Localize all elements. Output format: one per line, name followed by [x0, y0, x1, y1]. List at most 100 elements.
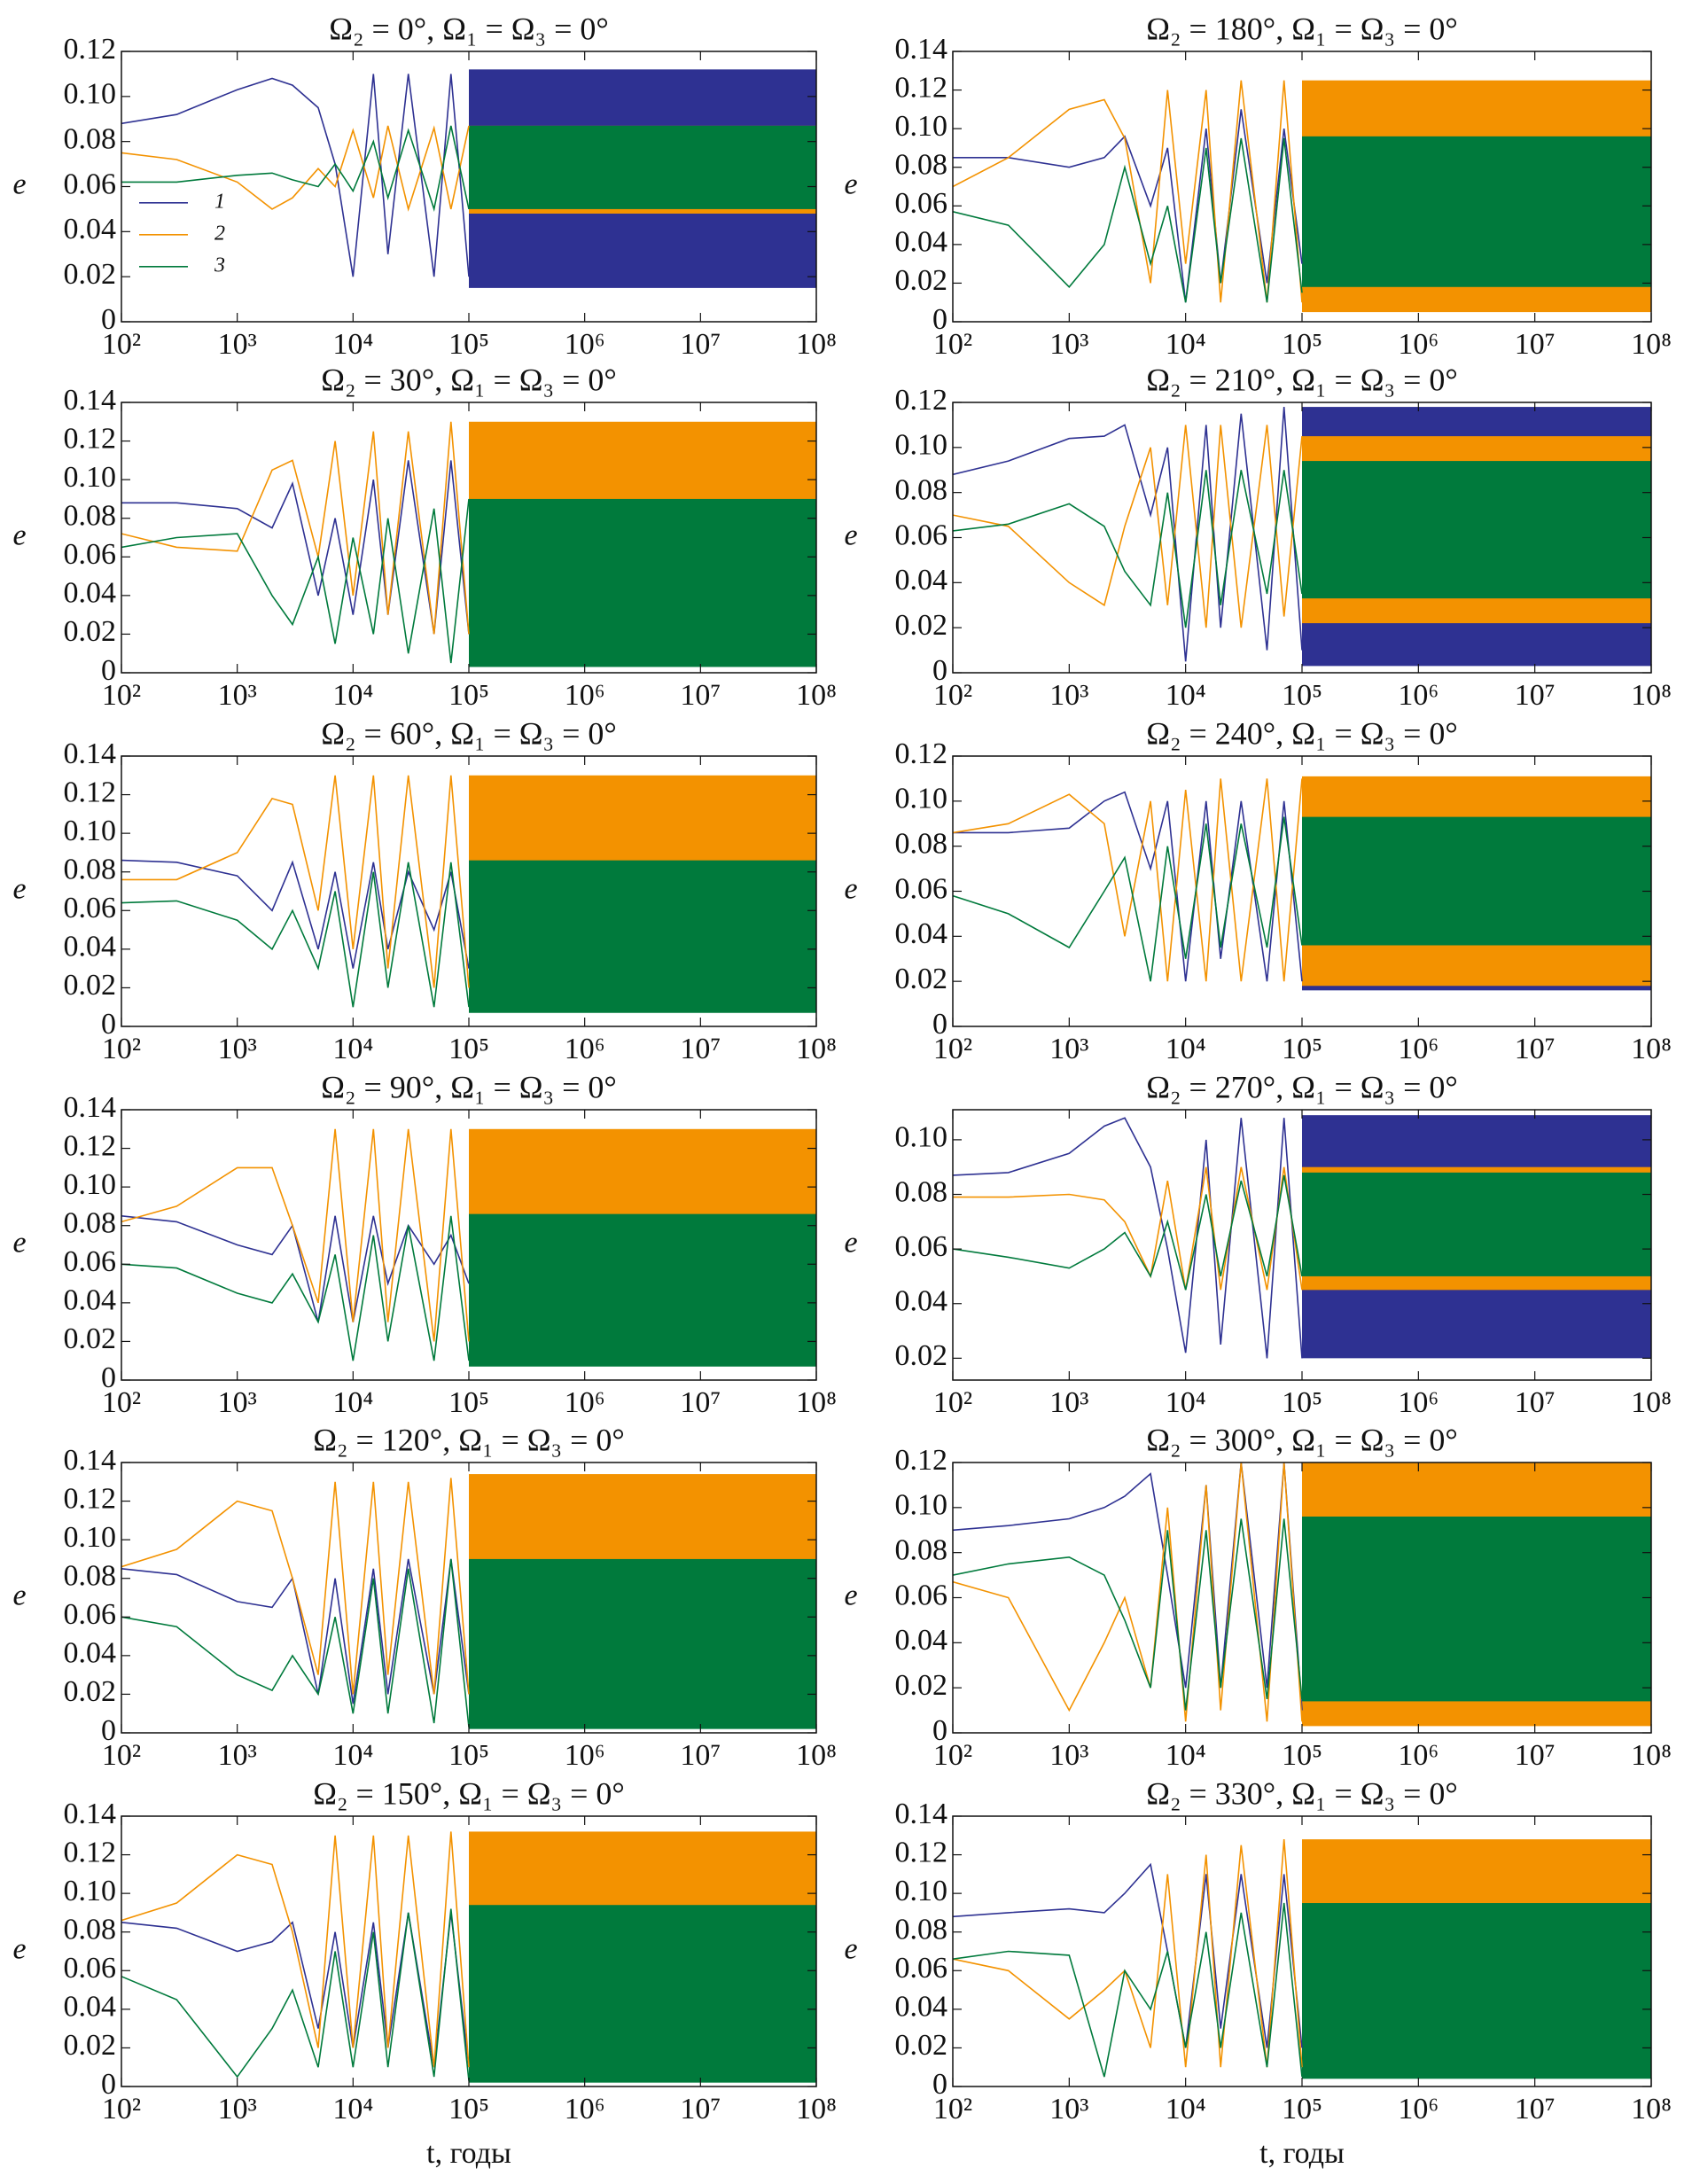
series-line — [953, 1174, 1303, 1291]
x-tick-label: 10⁸ — [796, 1739, 837, 1772]
plot-area — [121, 775, 816, 1013]
y-tick-label: 0.02 — [64, 969, 117, 1002]
y-tick-label: 0.02 — [895, 963, 948, 995]
y-tick-label: 0.04 — [64, 1637, 117, 1670]
x-tick-label: 10⁶ — [1398, 1386, 1439, 1419]
x-tick-label: 10⁶ — [565, 679, 605, 712]
x-tick-label: 10⁵ — [1282, 1386, 1322, 1419]
y-tick-label: 0.04 — [895, 1285, 948, 1318]
y-axis-label: e — [844, 1226, 857, 1259]
y-axis-label: e — [12, 519, 26, 551]
y-axis-label: e — [12, 872, 26, 905]
x-tick-label: 10³ — [1049, 1033, 1088, 1065]
y-tick-label: 0.12 — [895, 1836, 948, 1868]
series-line — [121, 1128, 470, 1342]
y-tick-label: 0.08 — [64, 122, 117, 155]
y-tick-label: 0.04 — [64, 577, 117, 610]
x-tick-label: 10⁴ — [1166, 1386, 1206, 1419]
x-tick-label: 10² — [102, 2093, 141, 2126]
oscillation-band — [469, 1905, 816, 2083]
panel: 0 0.02 0.04 0.06 0.08 0.10 0.12 0.14 10² 10³ 10⁴ 10… — [12, 1422, 836, 1772]
y-tick-label: 0.10 — [64, 815, 117, 847]
y-tick-label: 0.02 — [64, 1322, 117, 1355]
plot-area — [953, 776, 1651, 991]
chart-title: Ω₂ = 240°, Ω₁ = Ω₃ = 0° — [1146, 715, 1458, 751]
series-line — [953, 1117, 1303, 1359]
y-tick-label: 0.06 — [64, 1598, 117, 1631]
x-tick-label: 10³ — [218, 2093, 257, 2126]
y-tick-label: 0.02 — [64, 615, 117, 648]
x-tick-label: 10³ — [218, 1386, 257, 1419]
x-tick-label: 10⁴ — [332, 2093, 373, 2126]
x-tick-label: 10⁸ — [1631, 1033, 1672, 1065]
x-tick-label: 10⁶ — [1398, 1739, 1439, 1772]
chart-title: Ω₂ = 150°, Ω₁ = Ω₃ = 0° — [313, 1775, 625, 1811]
series-line — [121, 1215, 470, 1322]
series-line — [953, 137, 1303, 303]
x-tick-label: 10⁵ — [448, 1386, 489, 1419]
y-tick-label: 0.04 — [64, 931, 117, 963]
series-line — [953, 1166, 1303, 1291]
series-line — [121, 498, 470, 664]
oscillation-band — [1302, 1903, 1651, 2079]
series-line — [121, 1912, 470, 2068]
series-line — [953, 109, 1303, 303]
y-tick-label: 0.08 — [895, 1175, 948, 1208]
y-tick-label: 0.02 — [895, 264, 948, 297]
x-tick-label: 10⁵ — [448, 679, 489, 712]
x-tick-label: 10⁴ — [332, 328, 373, 361]
x-tick-label: 10⁸ — [796, 1386, 837, 1419]
series-line — [121, 421, 470, 635]
series-line — [121, 859, 470, 969]
x-tick-label: 10² — [933, 679, 972, 712]
y-tick-label: 0.12 — [895, 71, 948, 104]
panel: 0 0.02 0.04 0.06 0.08 0.10 0.12 10² 10³ 10⁴ 10⁵ 10⁶… — [844, 715, 1671, 1065]
y-tick-label: 0.08 — [895, 1914, 948, 1946]
y-tick-label: 0 — [932, 303, 947, 336]
chart-title: Ω₂ = 120°, Ω₁ = Ω₃ = 0° — [313, 1422, 625, 1457]
y-tick-label: 0.14 — [64, 1091, 117, 1124]
y-tick-label: 0.02 — [64, 1675, 117, 1708]
x-tick-label: 10⁸ — [796, 1033, 837, 1065]
plot-area — [121, 1474, 816, 1729]
x-tick-label: 10⁶ — [565, 328, 605, 361]
y-tick-label: 0.12 — [64, 33, 117, 66]
y-tick-label: 0.08 — [64, 1914, 117, 1946]
y-tick-label: 0.10 — [895, 429, 948, 462]
x-tick-label: 10⁶ — [1398, 2093, 1439, 2126]
series-line — [121, 775, 470, 988]
x-tick-label: 10⁵ — [1282, 1033, 1322, 1065]
x-tick-label: 10⁷ — [680, 679, 721, 712]
series-line — [121, 862, 470, 1008]
y-tick-label: 0.02 — [895, 2029, 948, 2062]
y-tick-label: 0.08 — [895, 827, 948, 860]
plot-area — [121, 69, 816, 288]
x-tick-label: 10⁶ — [565, 1386, 605, 1419]
x-tick-label: 10⁷ — [1515, 1739, 1556, 1772]
x-tick-label: 10⁷ — [1515, 1386, 1556, 1419]
y-tick-label: 0.10 — [895, 1121, 948, 1154]
oscillation-band — [1302, 1517, 1651, 1702]
y-axis-label: e — [12, 1579, 26, 1611]
panel: 0 0.02 0.04 0.06 0.08 0.10 0.12 10² 10³ 10⁴ 10⁵ 10⁶… — [844, 1422, 1671, 1772]
y-tick-label: 0 — [101, 1714, 116, 1747]
x-tick-label: 10⁶ — [565, 2093, 605, 2126]
y-tick-label: 0.14 — [895, 33, 948, 66]
y-tick-label: 0.06 — [64, 168, 117, 200]
series-line — [953, 1518, 1303, 1711]
chart-title: Ω₂ = 90°, Ω₁ = Ω₃ = 0° — [321, 1069, 617, 1104]
panel: 0.02 0.04 0.06 0.08 0.10 10² 10³ 10⁴ 10⁵ 10⁶ 10⁷ 10… — [844, 1069, 1671, 1419]
x-tick-label: 10⁸ — [796, 328, 837, 361]
y-axis-label: e — [12, 1932, 26, 1965]
panel: 0 0.02 0.04 0.06 0.08 0.10 0.12 0.14 10² 10³ 10⁴ 10… — [12, 715, 836, 1065]
series-line — [953, 1839, 1303, 2068]
series-line — [953, 80, 1303, 303]
series-line — [953, 425, 1303, 628]
y-tick-label: 0.02 — [895, 1339, 948, 1372]
panel: 0 0.02 0.04 0.06 0.08 0.10 0.12 0.14 10² 10³ 10⁴ 10… — [844, 11, 1671, 361]
y-tick-label: 0 — [932, 654, 947, 687]
series-line — [121, 74, 470, 277]
series-line — [121, 1908, 470, 2081]
plot-area — [953, 407, 1651, 667]
